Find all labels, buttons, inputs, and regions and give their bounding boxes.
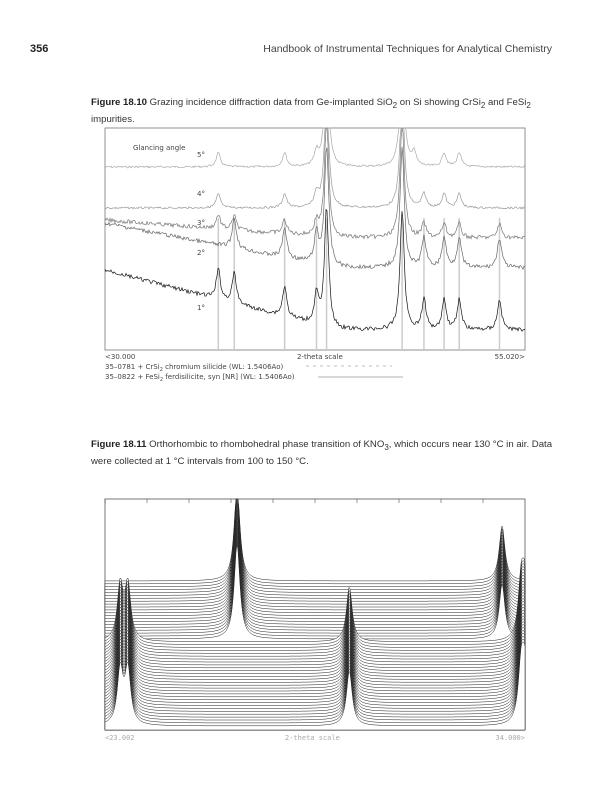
x-min-label: <30.000 [105,353,135,361]
figure-label: Figure 18.10 [91,97,147,108]
caption-sub: 3 [384,442,389,452]
x-max-label: 55.020> [495,353,525,361]
angle-label: 5° [197,151,205,159]
caption-text: , which occurs near 130 °C in air. Data … [91,439,553,467]
x-axis-label: 2-theta scale [297,353,343,361]
caption-text: impurities. [91,113,135,125]
plot-frame [104,127,526,351]
page-number: 356 [30,43,49,55]
legend-entry-fesi2: 35–0822 + FeSi2 ferdisilicite, syn [NR] … [105,373,295,383]
angle-label: 4° [197,190,205,198]
caption-text: Orthorhombic to rhombohedral phase trans… [149,439,385,450]
trace-2deg [104,146,526,271]
trace-5deg [104,127,526,169]
caption-sub: 2 [526,100,531,110]
legend-title: Glancing angle [133,144,185,152]
caption-sub: 2 [480,100,486,110]
trace-1deg [104,208,526,332]
legend-entry-crsi2: 35–0781 + CrSi2 chromium silicide (WL: 1… [105,363,283,373]
caption-sub: 2 [392,100,398,110]
angle-label: 2° [197,249,205,257]
caption-text: Grazing incidence diffraction data from … [149,97,393,108]
trace-4deg [104,127,526,210]
caption-text: on Si showing CrSi [397,97,481,108]
figure-10-caption: Figure 18.10 Grazing incidence diffracti… [91,96,561,127]
caption-text: and FeSi [485,97,527,108]
trace-3deg [104,127,526,240]
running-title: Handbook of Instrumental Techniques for … [263,43,552,55]
figure-label: Figure 18.11 [91,439,147,450]
figure-11-caption: Figure 18.11 Orthorhombic to rhombohedra… [91,438,561,469]
angle-label: 3° [197,219,205,227]
angle-label: 1° [197,304,205,312]
